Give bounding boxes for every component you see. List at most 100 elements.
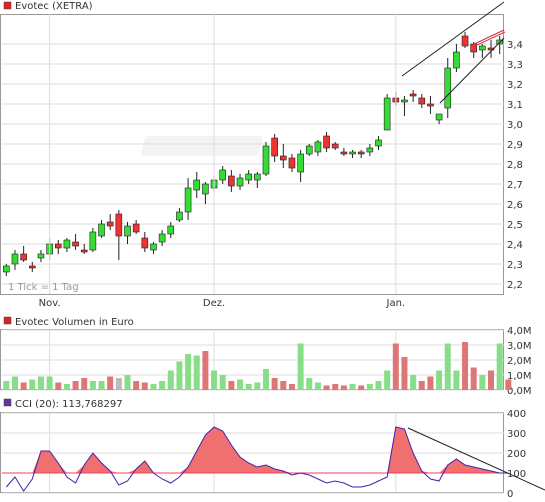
volume-bar (479, 375, 486, 390)
volume-bar (410, 375, 417, 390)
candle (89, 228, 97, 252)
price-grid (2, 43, 504, 285)
volume-bar (107, 376, 114, 390)
volume-bar (202, 351, 209, 390)
candle-body (340, 151, 348, 155)
candle (314, 140, 322, 156)
volume-bar (427, 376, 434, 390)
candle-body (331, 143, 339, 149)
candle (427, 96, 434, 114)
candle-body (11, 253, 19, 265)
candle (288, 154, 296, 172)
candle (340, 148, 348, 156)
candle-body (453, 51, 460, 69)
candle-body (80, 249, 88, 253)
cci-legend: CCI (20): 113,768297 (15, 399, 123, 410)
candle (349, 150, 356, 158)
volume-bar (37, 376, 44, 390)
candle (132, 220, 140, 234)
cci-line (5, 426, 509, 492)
volume-bar (332, 384, 339, 390)
price-legend: Evotec (XETRA) (15, 1, 93, 12)
candle-body (20, 253, 27, 261)
candle-body (418, 97, 426, 105)
candle (54, 240, 62, 254)
price-tick-label: 2,4 (507, 240, 523, 251)
candle (167, 222, 175, 238)
candle (11, 250, 19, 270)
candle (219, 166, 227, 184)
candle-body (72, 241, 79, 247)
volume-panel: Evotec Volumen in Euro 0,0M 1,0M 2,0M 3,0M 4… (0, 316, 532, 397)
candle-body (479, 45, 486, 51)
volume-bar (297, 343, 304, 390)
candle (245, 170, 252, 184)
candle-body (236, 177, 244, 187)
candle-body (89, 231, 97, 251)
volume-bar (141, 382, 148, 390)
volume-bar (444, 343, 451, 390)
candle-body (54, 243, 62, 249)
volume-bar (436, 370, 443, 390)
volume-bar (167, 370, 174, 390)
candle (141, 232, 149, 252)
volume-bar (392, 343, 399, 390)
volume-bar (176, 361, 183, 390)
volume-bar (29, 379, 36, 390)
candle-body (314, 141, 322, 153)
volume-bar (401, 357, 408, 390)
candle-body (357, 151, 365, 155)
price-tick-label: 2,7 (507, 180, 523, 191)
candle-body (375, 139, 382, 147)
volume-bar (133, 381, 140, 390)
volume-bar (306, 378, 313, 390)
volume-bar (89, 381, 96, 390)
candle-body (435, 113, 443, 121)
volume-bar (271, 378, 278, 390)
candle-body (383, 97, 391, 131)
volume-bar (288, 384, 295, 390)
candle-body (28, 265, 36, 269)
cci-y-axis: 0 100 200 300 400 (507, 409, 526, 500)
volume-legend: Evotec Volumen in Euro (15, 317, 134, 328)
cci-plot (2, 426, 509, 492)
volume-bar (193, 355, 200, 390)
volume-bar (314, 382, 321, 390)
volume-bar (505, 379, 512, 390)
candle-body (158, 233, 166, 243)
candle (366, 144, 374, 156)
cci-grid (2, 412, 504, 494)
price-tick-label: 2,9 (507, 140, 523, 151)
price-tick-label: 2,6 (507, 200, 523, 211)
candle (323, 132, 330, 152)
volume-bar (3, 381, 10, 390)
candle (271, 134, 278, 162)
candle (63, 238, 71, 252)
time-tick-label: Nov. (39, 298, 61, 309)
candle-body (193, 179, 201, 191)
candle-body (106, 221, 114, 227)
candle (193, 172, 201, 198)
volume-tick-label: 4,0M (507, 326, 532, 337)
candle (331, 142, 339, 150)
cci-legend-swatch (3, 398, 12, 407)
candle (184, 178, 192, 220)
volume-bar (20, 382, 27, 390)
candle-body (132, 223, 140, 233)
volume-tick-label: 1,0M (507, 371, 532, 382)
volume-bar (496, 343, 503, 390)
candle-body (487, 47, 495, 51)
candle-body (409, 93, 417, 97)
volume-bar (150, 384, 157, 390)
price-tick-label: 2,2 (507, 280, 523, 291)
volume-bar (211, 370, 218, 390)
price-tick-label: 3,3 (507, 60, 523, 71)
candle-body (297, 153, 304, 173)
volume-bar (237, 379, 244, 390)
price-plot-frame (0, 14, 504, 295)
volume-bar (124, 375, 131, 390)
time-tick-label: Jan. (386, 298, 406, 309)
volume-bar (11, 376, 18, 390)
volume-bar (159, 381, 166, 390)
candle-body (3, 265, 10, 273)
